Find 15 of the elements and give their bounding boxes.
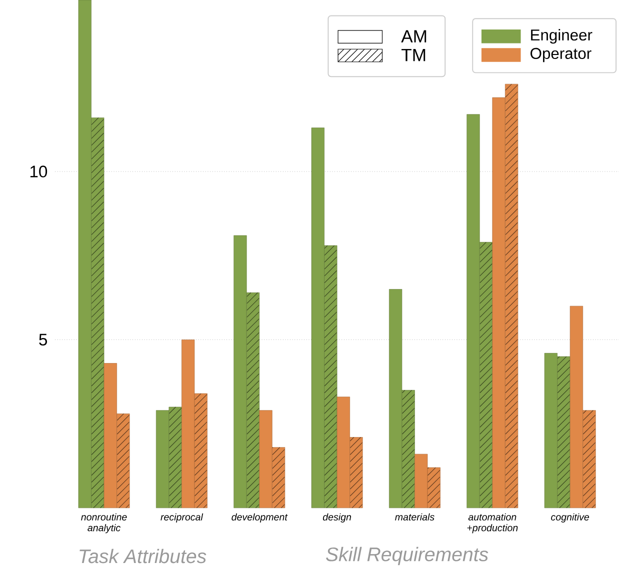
x-tick-label: reciprocal <box>160 513 204 523</box>
y-tick-label: 10 <box>30 166 48 178</box>
legend-label: Engineer <box>531 29 592 44</box>
x-tick-label: development <box>232 513 288 523</box>
annotation: TM <box>402 49 426 62</box>
legend-label: Operator <box>530 48 592 62</box>
x-tick-label: nonroutine analytic <box>81 513 127 534</box>
text: Task Attributes <box>80 548 206 564</box>
y-tick-label: 5 <box>39 334 47 346</box>
x-tick-label: cognitive <box>551 513 590 523</box>
x-tick-label: materials <box>395 513 434 521</box>
annotation: AM <box>401 30 426 43</box>
text: Skill Requirements <box>326 547 488 566</box>
x-tick-label: design <box>322 513 352 523</box>
x-tick-label: automation +production <box>467 513 518 534</box>
